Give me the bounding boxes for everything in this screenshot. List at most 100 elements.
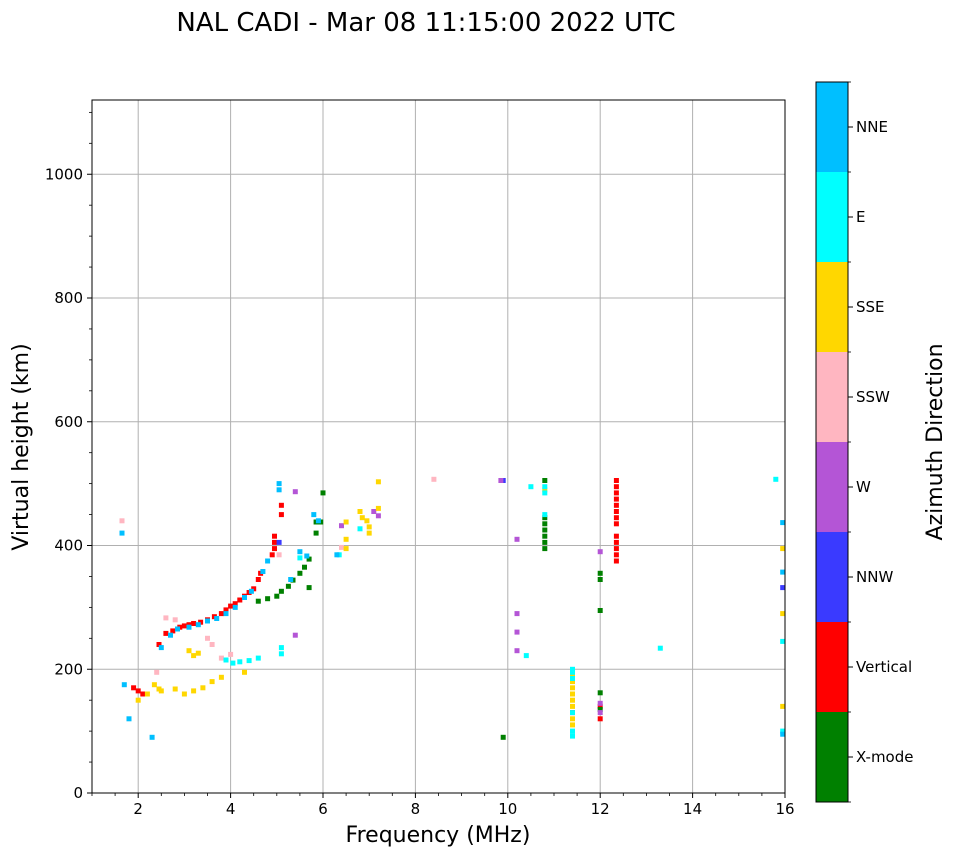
x-tick-label: 16 bbox=[775, 800, 794, 818]
point-sse bbox=[570, 716, 575, 722]
point-vertical bbox=[613, 509, 619, 514]
point-nne bbox=[149, 734, 155, 740]
x-axis-label: Frequency (MHz) bbox=[346, 823, 531, 848]
point-e bbox=[780, 728, 786, 734]
point-vertical bbox=[232, 601, 238, 607]
point-x-mode bbox=[597, 577, 603, 582]
point-sse bbox=[570, 703, 575, 709]
point-vertical bbox=[269, 552, 275, 558]
point-vertical bbox=[191, 621, 197, 626]
colorbar-segment-nnw bbox=[816, 532, 848, 622]
point-sse bbox=[570, 697, 575, 703]
point-nne bbox=[119, 530, 125, 536]
point-sse bbox=[218, 674, 224, 680]
point-e bbox=[780, 638, 786, 644]
point-nne bbox=[126, 716, 132, 722]
point-x-mode bbox=[274, 593, 280, 599]
point-e bbox=[570, 733, 575, 739]
point-x-mode bbox=[500, 734, 506, 740]
point-w bbox=[371, 509, 377, 514]
point-e bbox=[657, 645, 663, 651]
point-vertical bbox=[613, 521, 619, 527]
point-w bbox=[514, 611, 520, 617]
point-e bbox=[542, 490, 548, 496]
point-sse bbox=[186, 648, 192, 654]
colorbar: X-mode Vertical NNW W SSW SSE E NNE bbox=[815, 81, 913, 803]
point-nne bbox=[315, 518, 321, 524]
point-sse bbox=[780, 611, 786, 617]
point-vertical bbox=[170, 628, 176, 634]
point-vertical bbox=[223, 607, 229, 613]
point-vertical bbox=[613, 478, 619, 483]
point-w bbox=[498, 478, 504, 483]
point-vertical bbox=[613, 515, 619, 521]
point-e bbox=[570, 728, 575, 734]
colorbar-label-sse: SSE bbox=[856, 298, 885, 316]
point-vertical bbox=[272, 546, 277, 552]
point-x-mode bbox=[542, 527, 548, 533]
point-e bbox=[528, 484, 534, 490]
point-w bbox=[514, 629, 520, 635]
point-x-mode bbox=[313, 530, 319, 536]
x-tick-label: 2 bbox=[133, 800, 143, 818]
colorbar-label-x-mode: X-mode bbox=[856, 748, 913, 766]
point-sse bbox=[151, 682, 157, 688]
point-x-mode bbox=[542, 546, 548, 552]
point-vertical bbox=[613, 502, 619, 508]
colorbar-segment-vertical bbox=[816, 622, 848, 712]
point-nne bbox=[276, 481, 282, 487]
point-x-mode bbox=[542, 515, 548, 521]
point-sse bbox=[343, 536, 349, 542]
point-sse bbox=[780, 703, 786, 709]
point-vertical bbox=[156, 642, 162, 647]
x-tick-label: 4 bbox=[226, 800, 236, 818]
colorbar-label-nnw: NNW bbox=[856, 568, 893, 586]
point-sse bbox=[542, 487, 548, 493]
point-sse bbox=[242, 669, 247, 675]
point-w bbox=[292, 489, 298, 495]
point-nne bbox=[780, 731, 786, 737]
point-nne bbox=[260, 569, 266, 574]
colorbar-label-e: E bbox=[856, 208, 865, 226]
point-nne bbox=[297, 549, 303, 555]
point-vertical bbox=[613, 546, 619, 552]
chart-title: NAL CADI - Mar 08 11:15:00 2022 UTC bbox=[176, 8, 675, 38]
point-sse bbox=[209, 679, 215, 685]
point-vertical bbox=[613, 490, 619, 496]
point-sse bbox=[144, 691, 150, 697]
y-axis-ticks: 0 200 400 600 800 1000 bbox=[45, 111, 92, 802]
point-sse bbox=[375, 505, 381, 511]
x-tick-label: 8 bbox=[411, 800, 421, 818]
point-nne bbox=[205, 618, 210, 624]
point-nne bbox=[223, 611, 229, 617]
colorbar-segment-ssw bbox=[816, 352, 848, 442]
point-vertical bbox=[613, 558, 619, 564]
point-nne bbox=[242, 595, 247, 600]
point-nne bbox=[780, 520, 786, 526]
point-x-mode bbox=[297, 570, 303, 576]
point-sse bbox=[191, 653, 197, 659]
point-vertical bbox=[163, 630, 169, 636]
x-axis-ticks: 2 4 6 8 10 12 14 16 bbox=[91, 793, 795, 818]
point-vertical bbox=[131, 685, 137, 691]
x-tick-label: 10 bbox=[498, 800, 517, 818]
point-x-mode bbox=[306, 556, 312, 562]
y-tick-label: 600 bbox=[54, 413, 83, 431]
point-x-mode bbox=[597, 570, 603, 576]
point-nne bbox=[168, 632, 173, 638]
point-e bbox=[570, 666, 575, 672]
point-e bbox=[773, 476, 779, 482]
point-e bbox=[278, 651, 284, 657]
point-e bbox=[570, 669, 575, 675]
colorbar-label-w: W bbox=[856, 478, 871, 496]
grid-lines bbox=[92, 100, 786, 794]
point-vertical bbox=[228, 603, 234, 609]
y-tick-label: 400 bbox=[54, 537, 83, 555]
point-vertical bbox=[613, 484, 619, 490]
point-ssw bbox=[431, 476, 437, 482]
point-x-mode bbox=[302, 564, 307, 570]
x-tick-label: 12 bbox=[591, 800, 610, 818]
point-w bbox=[597, 710, 603, 716]
point-e bbox=[570, 676, 575, 681]
point-vertical bbox=[181, 623, 187, 629]
